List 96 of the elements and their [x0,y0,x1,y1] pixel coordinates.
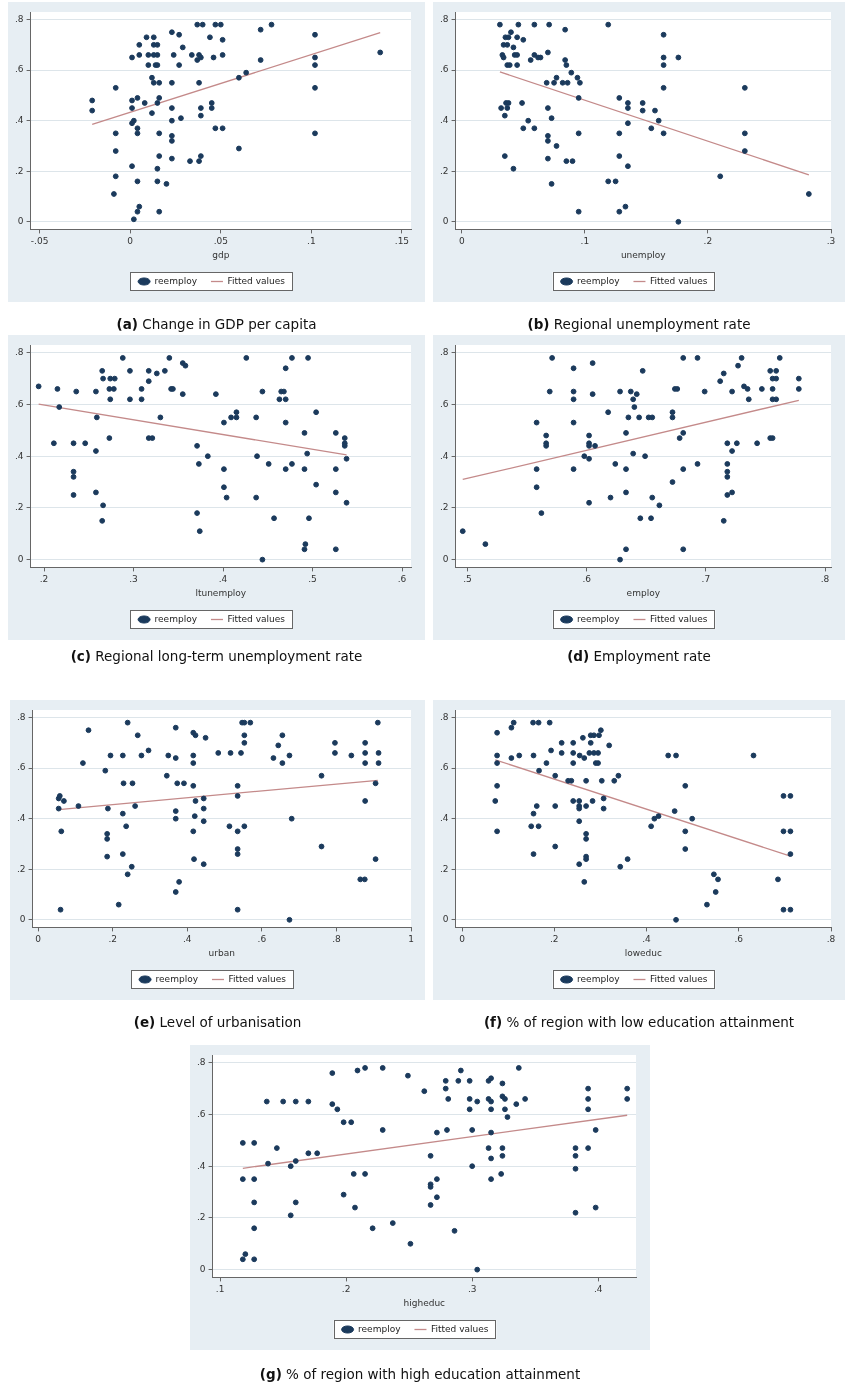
y-tick-label: .8 [439,13,449,24]
x-tick-label: .1 [580,236,590,247]
x-tick-label: .6 [397,574,407,585]
x-tick-label: .2 [108,934,118,945]
x-axis-title: ltunemploy [195,587,247,598]
legend-label: Fitted values [649,973,708,984]
x-axis-title: unemploy [620,249,667,260]
x-tick-label: .4 [642,934,652,945]
x-tick-label: 0 [35,934,42,945]
x-tick-label: 0 [459,934,466,945]
legend-label: reemploy [154,275,198,286]
y-tick-label: .6 [14,64,24,75]
y-tick-label: .2 [16,863,26,874]
x-tick-label: -.05 [30,236,49,247]
x-tick-label: .7 [701,574,711,585]
text: (g) % of region with high education attainment [258,1366,582,1382]
x-tick-label: .6 [734,934,744,945]
x-tick-label: .4 [218,574,228,585]
x-tick-label: 1 [408,934,414,945]
x-tick-label: 0 [127,236,134,247]
x-tick-label: .5 [463,574,472,585]
x-tick-label: .8 [820,574,830,585]
x-axis-title: loweduc [624,947,662,958]
y-tick-label: .6 [16,762,26,773]
y-tick-label: 0 [442,216,449,227]
legend-label: reemploy [155,973,199,984]
y-tick-label: .2 [439,165,449,176]
legend-label: reemploy [358,1323,402,1334]
y-tick-label: .8 [439,711,449,722]
x-tick-label: .2 [703,236,713,247]
x-tick-label: .8 [332,934,341,945]
x-tick-label: .3 [826,236,836,247]
y-tick-label: .2 [196,1212,206,1223]
legend-label: reemploy [577,275,621,286]
legend-label: Fitted values [227,613,286,624]
x-tick-label: .05 [213,236,228,247]
y-tick-label: .2 [14,502,24,513]
legend-label: reemploy [154,613,198,624]
y-tick-label: .2 [439,502,449,513]
y-tick-label: .2 [14,165,24,176]
y-tick-label: .6 [439,398,449,409]
legend-label: Fitted values [430,1323,489,1334]
x-axis-title: higheduc [403,1297,446,1308]
y-tick-label: .8 [196,1057,206,1068]
x-tick-label: .4 [183,934,192,945]
y-tick-label: .8 [16,711,26,722]
x-tick-label: .2 [39,574,49,585]
x-tick-label: .8 [826,934,836,945]
y-tick-label: 0 [17,553,24,564]
legend-label: Fitted values [227,275,286,286]
x-tick-label: .2 [341,1284,351,1295]
text: (e) Level of urbanisation [132,1014,303,1030]
x-axis-title: employ [626,587,661,598]
x-tick-label: 0 [458,236,465,247]
y-tick-label: 0 [199,1263,206,1274]
y-tick-label: .6 [439,64,449,75]
y-tick-label: .4 [439,813,449,824]
y-tick-label: 0 [442,553,449,564]
y-tick-label: .8 [14,347,24,358]
y-tick-label: .4 [439,115,449,126]
legend-label: Fitted values [649,613,708,624]
x-tick-label: .6 [582,574,592,585]
legend-label: Fitted values [649,275,708,286]
y-tick-label: 0 [17,216,24,227]
text: (f) % of region with low education attainment [482,1014,796,1030]
y-tick-label: .2 [439,863,449,874]
x-tick-label: .5 [308,574,317,585]
x-tick-label: .15 [394,236,410,247]
legend-label: reemploy [577,613,621,624]
x-tick-label: .1 [307,236,316,247]
x-tick-label: .4 [593,1284,603,1295]
y-tick-label: .6 [14,398,24,409]
y-tick-label: .8 [439,347,449,358]
x-tick-label: .1 [215,1284,225,1295]
y-tick-label: .4 [14,450,24,461]
y-tick-label: .8 [14,13,24,24]
y-tick-label: 0 [19,914,26,925]
x-tick-label: .6 [257,934,267,945]
text: (b) Regional unemployment rate [526,316,752,332]
x-axis-title: gdp [212,249,230,260]
legend-label: Fitted values [228,973,287,984]
y-tick-label: 0 [442,914,449,925]
y-tick-label: .6 [196,1108,206,1119]
y-tick-label: .6 [439,762,449,773]
text: (c) Regional long-term unemployment rate [69,648,364,664]
y-tick-label: .4 [439,450,449,461]
y-tick-label: .4 [16,813,26,824]
y-tick-label: .4 [14,115,24,126]
x-tick-label: .2 [549,934,559,945]
text: (a) Change in GDP per capita [115,316,318,332]
y-tick-label: .4 [196,1160,206,1171]
x-tick-label: .3 [467,1284,477,1295]
text: (d) Employment rate [566,648,712,664]
x-axis-title: urban [208,947,235,958]
x-tick-label: .3 [129,574,138,585]
legend-label: reemploy [577,973,621,984]
